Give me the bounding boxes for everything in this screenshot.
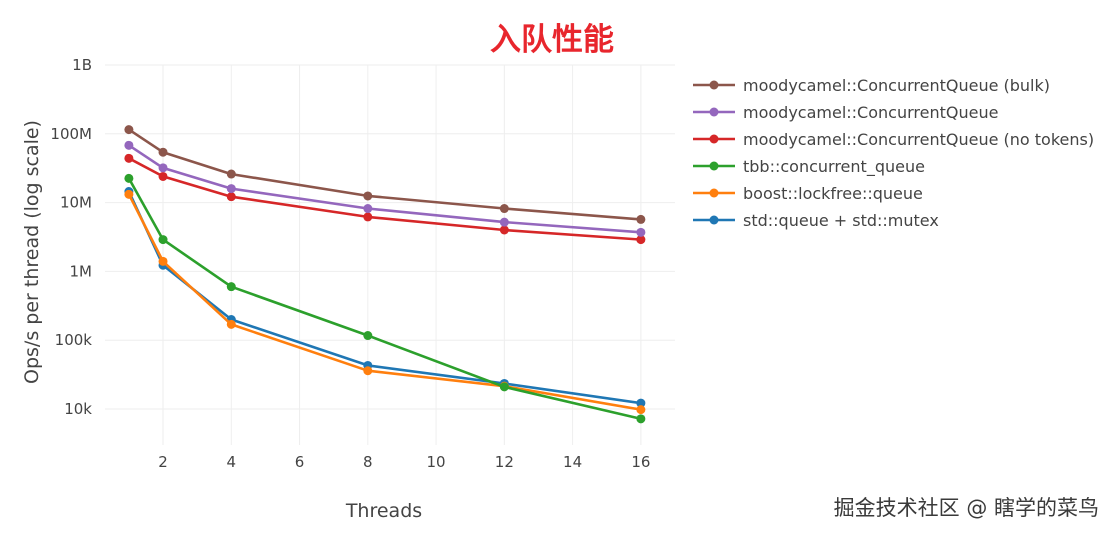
legend-label: moodycamel::ConcurrentQueue [743,103,998,122]
y-tick-label: 1M [70,262,93,280]
series-line [128,144,641,234]
legend-label: tbb::concurrent_queue [743,157,925,177]
x-tick-label: 12 [495,453,514,471]
legend-swatch-marker [709,215,719,225]
legend-label: moodycamel::ConcurrentQueue (no tokens) [743,130,1094,149]
legend-item[interactable]: moodycamel::ConcurrentQueue [693,103,998,122]
legend-item[interactable]: std::queue + std::mutex [693,211,939,230]
data-point [499,382,509,392]
series-group [124,125,646,424]
y-tick-label: 10M [60,194,92,212]
data-point [226,184,236,194]
data-point [499,217,509,227]
x-axis-title: Threads [345,500,422,522]
data-point [124,125,134,135]
legend-swatch-marker [709,80,719,90]
data-point [636,398,646,408]
y-tick-label: 1B [72,56,92,74]
series-line [127,193,642,411]
data-point [158,147,168,157]
data-point [226,192,236,202]
x-tick-label: 8 [363,453,373,471]
x-tick-label: 2 [158,453,168,471]
series [124,189,646,415]
data-point [124,173,134,183]
series-line [128,157,641,241]
watermark: 掘金技术社区 @ 瞎学的菜鸟 [833,496,1099,520]
x-axis-ticks: 2 4 6 8 10 12 14 16 [158,453,650,471]
y-axis-title: Ops/s per thread (log scale) [21,120,43,384]
data-point [499,225,509,235]
series-line [127,177,642,421]
x-tick-label: 16 [631,453,650,471]
data-point [363,191,373,201]
legend-swatch-marker [709,188,719,198]
y-tick-label: 10k [64,400,92,418]
legend-item[interactable]: moodycamel::ConcurrentQueue (bulk) [693,76,1050,95]
legend-label: boost::lockfree::queue [743,184,923,203]
series [124,125,646,224]
data-point [363,204,373,214]
x-tick-label: 4 [227,453,237,471]
legend-swatch-marker [709,107,719,117]
data-point [226,169,236,179]
y-tick-label: 100k [55,331,93,349]
data-point [636,414,646,424]
legend-label: std::queue + std::mutex [743,211,939,230]
data-point [636,405,646,415]
data-point [636,227,646,237]
data-point [363,331,373,341]
data-point [158,256,168,266]
y-axis-ticks: 10k 100k 1M 10M 100M 1B [50,56,92,418]
x-tick-label: 6 [295,453,305,471]
data-point [363,366,373,376]
data-point [124,153,134,163]
series [124,140,646,237]
x-tick-label: 10 [427,453,446,471]
x-tick-label: 14 [563,453,582,471]
series-line [128,128,642,221]
data-point [636,235,646,245]
data-point [636,214,646,224]
data-point [363,212,373,222]
series [124,153,646,245]
legend-item[interactable]: boost::lockfree::queue [693,184,923,203]
legend-item[interactable]: tbb::concurrent_queue [693,157,925,177]
series [124,173,646,424]
chart-title: 入队性能 [490,22,614,58]
data-point [226,282,236,292]
data-point [158,163,168,173]
data-point [124,140,134,150]
data-point [499,204,509,214]
legend-swatch-marker [709,161,719,171]
legend-swatch-marker [709,134,719,144]
legend[interactable]: moodycamel::ConcurrentQueue (bulk)moodyc… [693,76,1094,230]
data-point [226,319,236,329]
grid [105,64,675,445]
legend-item[interactable]: moodycamel::ConcurrentQueue (no tokens) [693,130,1094,149]
data-point [124,189,134,199]
data-point [158,235,168,245]
y-tick-label: 100M [50,125,92,143]
data-point [158,171,168,181]
legend-label: moodycamel::ConcurrentQueue (bulk) [743,76,1050,95]
